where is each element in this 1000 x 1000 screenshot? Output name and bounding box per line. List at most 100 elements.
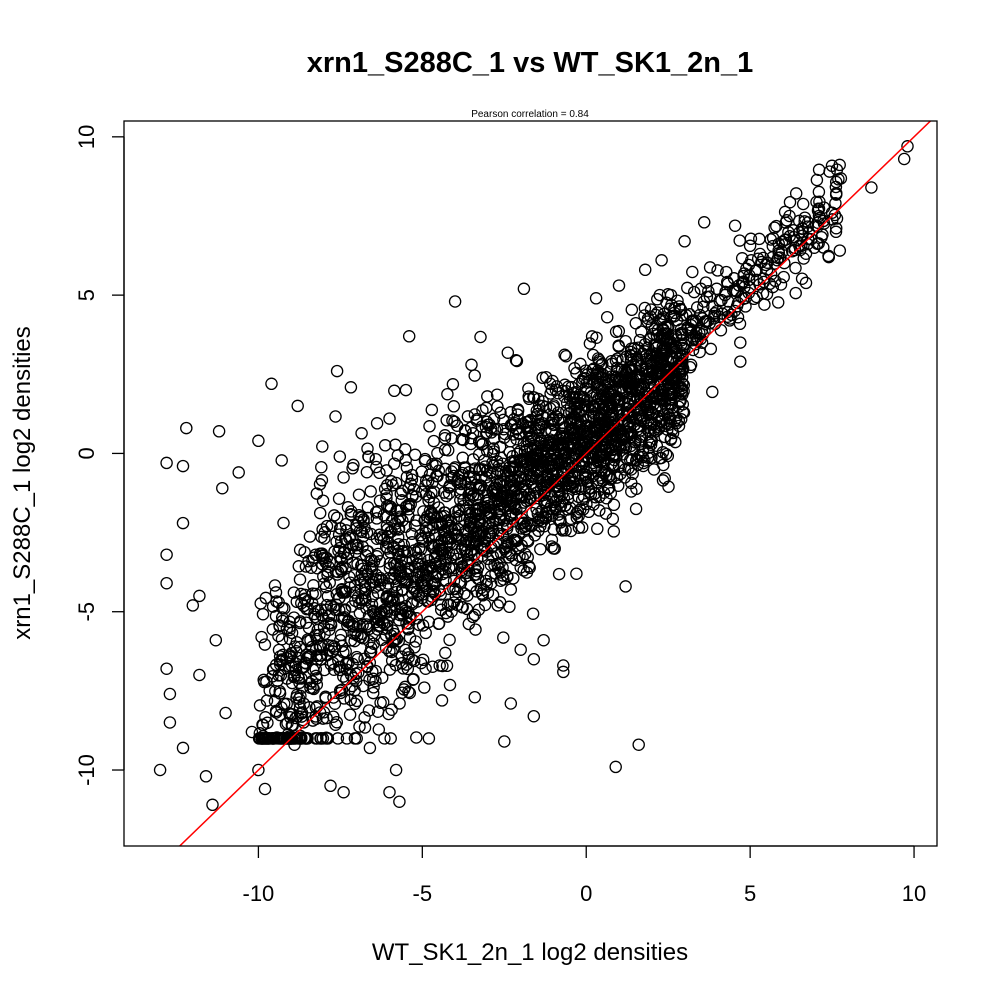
data-point <box>313 506 327 520</box>
data-point <box>400 461 414 474</box>
data-point <box>615 373 628 386</box>
data-point <box>361 501 375 514</box>
data-point <box>485 541 498 554</box>
data-point <box>607 458 620 472</box>
data-point <box>329 410 342 423</box>
data-point <box>153 763 167 777</box>
data-point <box>380 487 393 501</box>
data-point <box>369 674 382 688</box>
data-point <box>603 442 616 456</box>
data-point <box>829 225 843 239</box>
data-point <box>491 400 504 413</box>
data-point <box>360 526 374 539</box>
data-point <box>446 414 459 427</box>
data-point <box>442 561 456 575</box>
data-point <box>487 445 501 458</box>
data-point <box>504 435 517 448</box>
data-point <box>635 403 648 417</box>
data-point <box>466 610 480 624</box>
data-point <box>160 548 173 561</box>
data-point <box>344 530 357 543</box>
data-point <box>358 711 371 724</box>
data-point <box>697 216 711 229</box>
data-point <box>365 641 378 655</box>
data-point <box>662 408 675 422</box>
data-point <box>377 603 391 617</box>
data-point <box>384 732 397 745</box>
data-point <box>527 652 541 666</box>
data-point <box>444 519 457 533</box>
data-point <box>568 362 581 375</box>
data-point <box>619 334 632 348</box>
data-point <box>423 490 436 504</box>
data-point <box>677 338 691 351</box>
data-point <box>597 467 611 480</box>
data-point <box>422 732 436 745</box>
data-point <box>796 225 809 239</box>
data-point <box>303 530 317 543</box>
data-point <box>619 580 632 593</box>
data-point <box>494 451 508 465</box>
data-point <box>555 495 569 509</box>
data-point <box>625 453 639 467</box>
data-point <box>684 358 698 372</box>
data-point <box>317 620 331 633</box>
data-point <box>527 391 540 404</box>
data-point <box>392 635 405 648</box>
data-point <box>322 644 336 657</box>
data-point <box>830 212 844 225</box>
data-point <box>347 458 360 472</box>
data-point <box>722 295 735 308</box>
data-point <box>611 479 625 492</box>
data-point <box>612 403 626 416</box>
data-point <box>430 469 443 483</box>
data-point <box>294 731 308 744</box>
data-point <box>314 732 327 745</box>
data-point <box>186 599 200 612</box>
data-point <box>278 602 291 615</box>
data-point <box>407 672 420 686</box>
data-point <box>572 490 585 504</box>
data-point <box>472 435 486 448</box>
data-point <box>176 741 190 755</box>
data-point <box>467 547 481 561</box>
data-point <box>742 258 756 272</box>
data-point <box>328 697 342 710</box>
data-point <box>309 701 323 715</box>
data-point <box>498 735 511 748</box>
data-point <box>556 432 570 445</box>
data-point <box>395 650 408 664</box>
data-point <box>711 264 724 277</box>
data-point <box>460 534 473 548</box>
chart-subtitle: Pearson correlation = 0.84 <box>471 109 589 120</box>
data-point <box>468 690 482 704</box>
data-point <box>587 409 600 423</box>
data-point <box>193 589 206 603</box>
data-point <box>787 224 800 237</box>
data-point <box>519 415 533 429</box>
data-point <box>288 738 301 751</box>
data-point <box>418 452 432 466</box>
data-point <box>574 418 587 431</box>
data-point <box>571 441 585 455</box>
data-point <box>629 502 643 516</box>
data-point <box>680 309 693 322</box>
data-point <box>269 704 283 718</box>
data-point <box>487 459 500 473</box>
data-point <box>865 181 878 194</box>
data-point <box>419 662 432 675</box>
data-point <box>638 301 652 315</box>
data-point <box>447 596 461 609</box>
data-point <box>570 567 583 580</box>
data-point <box>512 541 525 555</box>
data-point <box>232 466 245 479</box>
data-point <box>546 418 560 431</box>
data-point <box>421 569 434 582</box>
data-point <box>753 232 766 246</box>
data-point <box>383 412 396 425</box>
data-point <box>291 669 305 682</box>
data-point <box>642 441 656 454</box>
data-point <box>353 606 367 620</box>
data-point <box>536 371 549 385</box>
data-point <box>463 519 476 533</box>
